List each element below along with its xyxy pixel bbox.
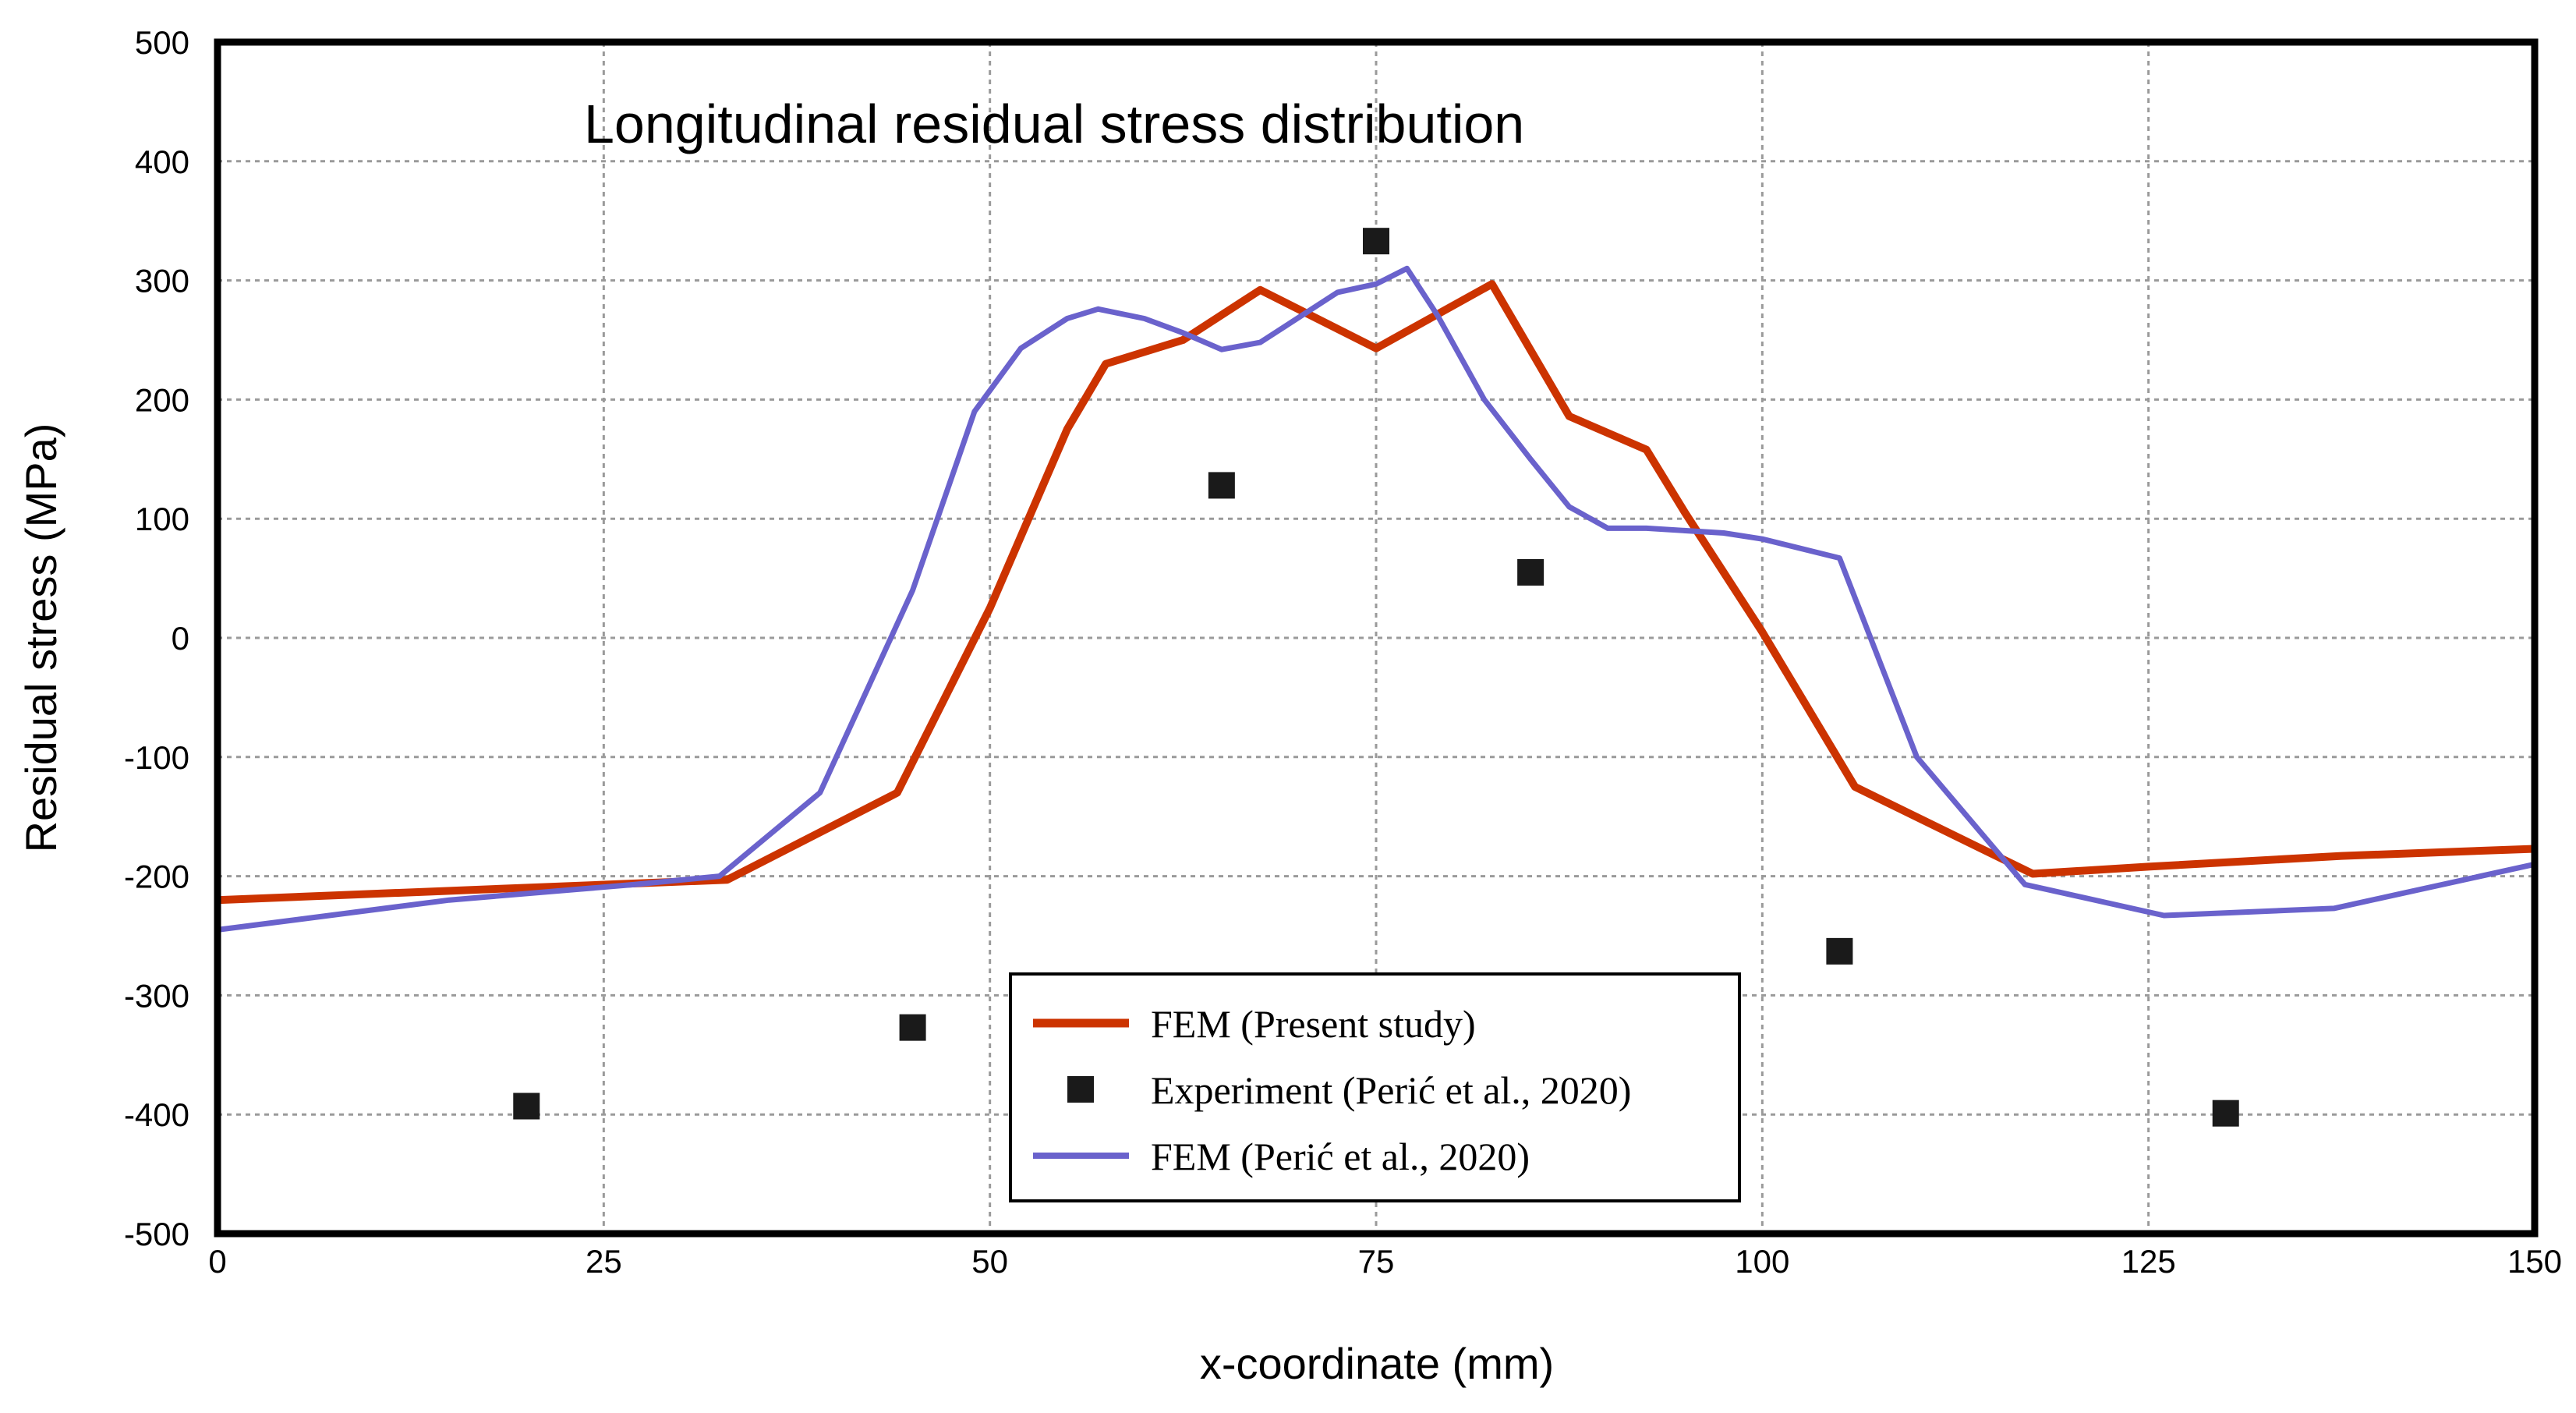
series-line	[217, 265, 2535, 933]
x-tick-label: 150	[2507, 1243, 2562, 1280]
plot-frame	[214, 38, 2539, 1238]
series-2	[217, 265, 2535, 933]
y-tick-label: 0	[172, 620, 189, 657]
data-point	[513, 1093, 540, 1120]
series-line	[217, 280, 2535, 905]
y-tick-label: 100	[135, 501, 189, 537]
x-tick-label: 25	[586, 1243, 622, 1280]
y-tick-label: -200	[124, 859, 189, 895]
data-point	[1826, 937, 1853, 965]
tick-labels: 0 25 50 75 100 125 150 -500 -400 -300 -200 -100 0 100…	[124, 24, 2562, 1280]
legend-box	[1009, 972, 1741, 1202]
y-tick-label: 400	[135, 143, 189, 180]
legend-swatch-experiment	[1067, 1076, 1094, 1103]
legend-label-fem-present: FEM (Present study)	[1151, 1002, 1476, 1046]
data-point	[1517, 558, 1545, 586]
y-tick-label: -500	[124, 1216, 189, 1252]
series-layer	[217, 228, 2535, 1127]
y-tick-label: 200	[135, 381, 189, 418]
x-tick-label: 125	[2121, 1243, 2176, 1280]
x-axis-label: x-coordinate (mm)	[1200, 1339, 1554, 1388]
legend-label-experiment: Experiment (Perić et al., 2020)	[1151, 1068, 1631, 1112]
x-tick-label: 50	[971, 1243, 1008, 1280]
chart-title: Longitudinal residual stress distributio…	[584, 94, 1524, 154]
data-point	[1363, 228, 1389, 255]
x-tick-label: 75	[1358, 1243, 1395, 1280]
y-tick-label: 500	[135, 24, 189, 61]
y-tick-label: -100	[124, 739, 189, 776]
series-0	[217, 280, 2535, 905]
data-point	[899, 1014, 926, 1041]
x-tick-label: 0	[208, 1243, 226, 1280]
legend: FEM (Present study) Experiment (Perić et…	[1009, 972, 1741, 1202]
legend-label-fem-peric: FEM (Perić et al., 2020)	[1151, 1135, 1530, 1178]
y-tick-label: 300	[135, 263, 189, 299]
series-1	[513, 228, 2239, 1127]
data-point	[2212, 1100, 2239, 1127]
x-tick-label: 100	[1735, 1243, 1789, 1280]
data-point	[1208, 472, 1235, 499]
y-tick-label: -400	[124, 1096, 189, 1133]
y-axis-label: Residual stress (MPa)	[16, 423, 65, 853]
y-tick-label: -300	[124, 977, 189, 1014]
